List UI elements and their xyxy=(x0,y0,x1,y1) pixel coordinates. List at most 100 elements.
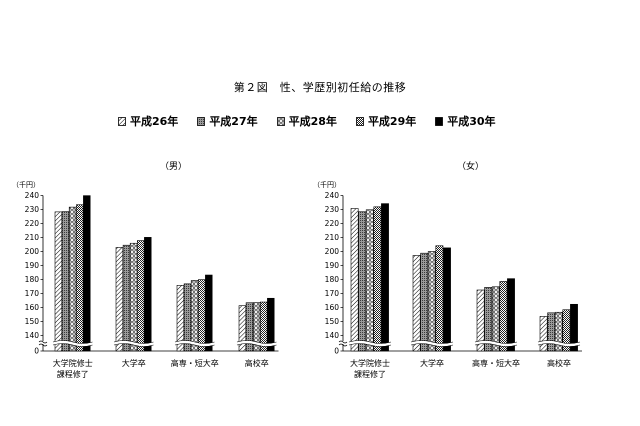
y-tick-label: 150 xyxy=(25,317,40,326)
bar xyxy=(122,244,131,352)
y-tick-label: 240 xyxy=(25,191,40,200)
bar-break-band xyxy=(538,340,580,347)
y-tick-label: 200 xyxy=(25,247,40,256)
bar-break-line xyxy=(537,343,581,347)
bar xyxy=(115,247,124,352)
category-label: 大学院修士 xyxy=(53,358,93,368)
bar-break-band xyxy=(114,340,154,347)
bar xyxy=(443,247,451,352)
y-tick-label: 220 xyxy=(25,219,40,228)
bar xyxy=(205,274,213,352)
bar xyxy=(373,206,382,352)
y-tick-label: 210 xyxy=(325,233,340,242)
y-tick-label: 170 xyxy=(25,289,40,298)
bar xyxy=(427,251,436,352)
category-label: 高校卒 xyxy=(245,358,269,368)
legend-label: 平成28年 xyxy=(288,115,337,128)
y-tick-label: 240 xyxy=(325,191,340,200)
bar xyxy=(61,211,70,352)
bar xyxy=(358,211,367,352)
category-label: 大学卒 xyxy=(122,358,146,368)
bar xyxy=(129,242,138,352)
bar xyxy=(76,204,84,352)
bar-break-band xyxy=(411,340,453,347)
bar xyxy=(198,279,206,352)
y-tick-label: 230 xyxy=(25,205,40,214)
axis-break-mark xyxy=(38,343,48,347)
y-tick-label: 180 xyxy=(25,275,40,284)
figure-title: 第２図 性、学歴別初任給の推移 xyxy=(233,81,407,94)
bar xyxy=(547,312,556,352)
y-unit-female: （千円） xyxy=(313,181,341,189)
bar xyxy=(190,280,199,352)
legend-item-h28: 平成28年 xyxy=(276,113,337,129)
bar xyxy=(365,209,374,352)
category-label: 大学卒 xyxy=(420,358,444,368)
y-tick-label-zero: 0 xyxy=(34,347,39,356)
legend-item-h29: 平成29年 xyxy=(356,113,416,129)
bar-break-line xyxy=(474,343,518,347)
bar-break-line xyxy=(537,340,581,344)
chart-legend: 平成26年 平成27年 平成28年 平成29年 平成30年 xyxy=(118,113,496,129)
category-label: 高専・短大卒 xyxy=(171,358,219,368)
bar xyxy=(144,237,152,352)
bar-break-band xyxy=(349,340,391,347)
bar xyxy=(381,203,389,352)
category-label: 大学院修士 xyxy=(350,358,390,368)
bar xyxy=(491,286,500,352)
bar xyxy=(68,206,77,352)
bar-break-line xyxy=(410,340,454,344)
y-tick-label: 180 xyxy=(325,275,340,284)
bar-break-band xyxy=(53,340,93,347)
bar xyxy=(83,195,91,352)
bar-break-line xyxy=(474,340,518,344)
chart-male: 140 150 160 170 180 190 200 210 220 230 240 0 大学院修士課… xyxy=(25,191,279,379)
axis-break-mark xyxy=(338,340,348,344)
bar xyxy=(259,301,268,352)
legend-label: 平成29年 xyxy=(367,115,417,128)
y-tick-label: 160 xyxy=(25,303,40,312)
y-tick-label: 230 xyxy=(325,205,340,214)
bar-break-line xyxy=(52,340,93,344)
axis-break-mark xyxy=(38,340,48,344)
bar xyxy=(507,278,515,352)
y-tick-label: 210 xyxy=(25,233,40,242)
y-unit-male: （千円） xyxy=(12,181,40,189)
legend-swatch-dots-grey xyxy=(197,116,206,126)
bar xyxy=(484,287,493,352)
bar xyxy=(54,211,63,352)
bar-break-line xyxy=(174,343,215,347)
category-label: 高校卒 xyxy=(547,358,571,368)
y-tick-label: 220 xyxy=(325,219,340,228)
bar xyxy=(570,303,578,352)
bar-break-band xyxy=(175,340,215,347)
bar-break-line xyxy=(113,343,154,347)
bar-break-line xyxy=(236,343,277,347)
bar xyxy=(476,289,485,352)
bar-break-line xyxy=(348,340,392,344)
panel-title-male: （男） xyxy=(160,162,188,172)
y-tick-label: 140 xyxy=(25,331,40,340)
bar xyxy=(420,252,429,352)
category-label: 課程修了 xyxy=(57,369,89,379)
bar-break-line xyxy=(174,340,215,344)
legend-label: 平成30年 xyxy=(447,115,496,128)
bar-break-line xyxy=(236,340,277,344)
bar xyxy=(554,311,563,352)
bar xyxy=(435,245,444,352)
y-tick-label: 170 xyxy=(325,289,340,298)
legend-label: 平成26年 xyxy=(130,115,179,128)
bar xyxy=(562,309,571,352)
bar-break-band xyxy=(475,340,517,347)
legend-swatch-diag xyxy=(118,116,126,126)
legend-swatch-diamond xyxy=(276,116,285,126)
y-tick-label: 190 xyxy=(325,261,340,270)
bar-break-line xyxy=(113,340,154,344)
bar xyxy=(350,208,359,352)
legend-item-h27: 平成27年 xyxy=(197,113,258,129)
legend-item-h26: 平成26年 xyxy=(118,113,178,129)
y-tick-label: 150 xyxy=(325,317,340,326)
y-tick-label: 160 xyxy=(325,303,340,312)
y-tick-label-zero: 0 xyxy=(334,347,339,356)
